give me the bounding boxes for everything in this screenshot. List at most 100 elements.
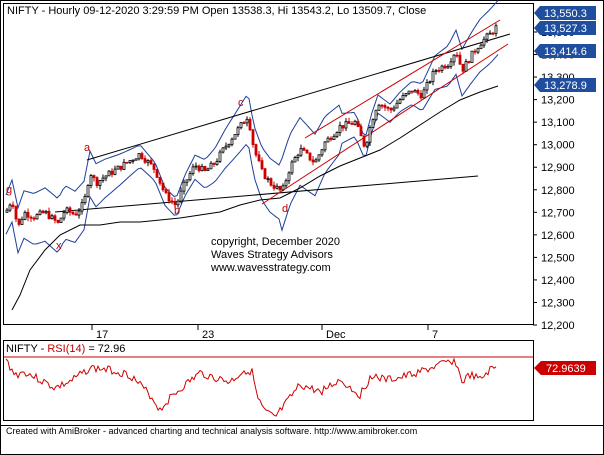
candle-body (359, 126, 363, 137)
candle-body (122, 161, 126, 170)
candle-body (17, 218, 21, 225)
candle-body (299, 147, 303, 156)
candle-body (290, 161, 294, 174)
candle-body (266, 178, 270, 181)
candle-body (281, 185, 285, 191)
candle-body (59, 217, 63, 223)
candle-body (452, 54, 456, 63)
price-box-label: 13,527.3 (544, 23, 587, 35)
wave-label-a: a (84, 142, 91, 154)
candle-body (320, 149, 324, 156)
candle-body (65, 207, 69, 213)
candle-body (14, 206, 18, 220)
y-tick-label: 13,200 (541, 95, 575, 107)
candle-body (440, 65, 444, 71)
candle-body (23, 211, 27, 220)
copyright-line-2: Waves Strategy Advisors (211, 249, 333, 261)
candle-body (269, 178, 273, 186)
candle-body (107, 170, 111, 177)
candle-body (338, 125, 342, 134)
candle-body (77, 210, 81, 216)
wave-label-b: b (174, 205, 180, 217)
candle-body (170, 200, 174, 203)
candle-body (386, 106, 390, 109)
candle-body (188, 173, 192, 181)
candle-body (137, 153, 141, 160)
candle-body (32, 217, 36, 220)
candle-body (335, 132, 339, 137)
candle-body (467, 61, 471, 63)
candle-body (92, 175, 96, 179)
candle-body (314, 159, 318, 163)
rsi-title-series: RSI(14) (47, 343, 85, 355)
candle-body (476, 48, 480, 53)
candle-body (326, 137, 330, 143)
candle-body (443, 65, 447, 69)
candle-body (167, 192, 171, 202)
candle-body (383, 105, 387, 108)
candle-body (71, 211, 75, 215)
candle-body (479, 44, 483, 50)
candle-body (38, 210, 42, 215)
candle-body (140, 153, 144, 159)
candle-body (275, 185, 279, 189)
y-tick-label: 12,300 (541, 297, 575, 309)
y-tick-label: 13,000 (541, 140, 575, 152)
candle-body (5, 209, 9, 213)
y-tick-label: 12,600 (541, 230, 575, 242)
candle-body (482, 38, 486, 46)
price-box: 13,278.9 (534, 78, 596, 92)
candle-body (257, 154, 261, 162)
candle-body (161, 182, 165, 191)
candle-body (284, 180, 288, 187)
candle-body (41, 210, 45, 214)
candle-body (251, 129, 255, 146)
price-box-label: 13,414.6 (544, 46, 587, 58)
candle-body (209, 162, 213, 170)
candle-body (473, 50, 477, 53)
candle-body (347, 121, 351, 124)
candle-body (110, 170, 114, 175)
x-tick-label: 17 (96, 329, 108, 341)
rsi-title: NIFTY - RSI(14) = 72.96 (6, 343, 125, 355)
candle-body (344, 121, 348, 129)
price-box-label: 13,278.9 (544, 80, 587, 92)
candle-body (494, 25, 498, 34)
y-tick-label: 12,400 (541, 275, 575, 287)
candle-body (293, 157, 297, 163)
candle-body (74, 213, 78, 216)
candle-body (413, 90, 417, 93)
footer-text: Created with AmiBroker - advanced charti… (6, 426, 417, 436)
bollinger-bands (5, 0, 499, 311)
candle-body (470, 50, 474, 63)
x-tick-label: 7 (432, 329, 438, 341)
candle-body (143, 158, 147, 163)
candle-body (488, 32, 492, 35)
candle-body (116, 165, 120, 170)
y-tick-label: 12,900 (541, 162, 575, 174)
candle-body (356, 120, 360, 127)
candle-body (149, 160, 153, 165)
candle-body (80, 202, 84, 212)
candle-body (287, 172, 291, 182)
rsi-series-line (5, 357, 497, 417)
candle-body (8, 204, 12, 211)
candle-body (125, 161, 129, 164)
candle-body (248, 118, 252, 131)
candle-body (62, 212, 66, 219)
copyright-line-1: copyright, December 2020 (211, 236, 340, 248)
candle-body (173, 201, 177, 206)
candle-body (254, 144, 258, 156)
candle-body (317, 154, 321, 161)
candle-body (407, 90, 411, 94)
candle-body (428, 81, 432, 84)
candle-body (455, 54, 459, 57)
candle-body (458, 54, 462, 65)
candle-body (431, 70, 435, 83)
candle-body (83, 195, 87, 204)
lower-trendline (54, 175, 479, 213)
y-tick-label: 12,500 (541, 252, 575, 264)
candle-body (230, 138, 234, 145)
long-term-curve (11, 85, 499, 311)
candle-body (398, 99, 402, 104)
